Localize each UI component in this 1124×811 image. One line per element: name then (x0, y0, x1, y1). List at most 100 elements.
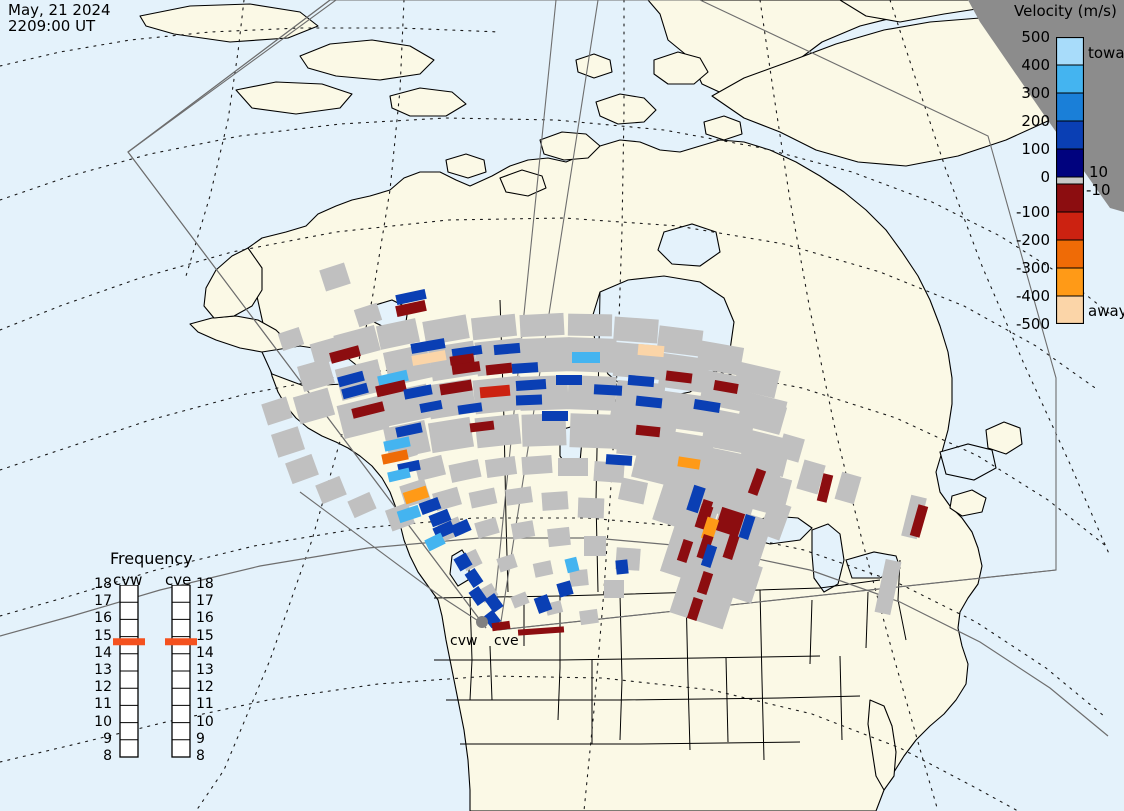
colorbar-tick-neg200: -200 (1015, 231, 1050, 249)
colorbar-tick-100: 100 (1021, 140, 1050, 158)
timestamp-date: May, 21 2024 (8, 1, 111, 19)
gs-cell (375, 318, 421, 350)
colorbar-band (1056, 239, 1084, 269)
gs-cell (353, 302, 383, 328)
frequency-tick-right-8: 8 (196, 748, 205, 764)
frequency-tick-left-17: 17 (94, 593, 112, 610)
frequency-bars (113, 585, 197, 758)
gs-cell (510, 520, 536, 540)
velocity-cell (428, 508, 452, 528)
gs-cell (547, 526, 571, 548)
gs-cell (427, 416, 475, 454)
timestamp-time: 2209:00 UT (8, 17, 96, 35)
state-border-13 (489, 645, 493, 701)
frequency-tick-left-15: 15 (94, 627, 112, 644)
gs-cell (468, 487, 498, 509)
velocity-cell (615, 559, 629, 575)
colorbar-tick-neg500: -500 (1015, 315, 1050, 333)
gs-cell (617, 477, 649, 505)
arctic-island-1 (539, 131, 601, 161)
velocity-cell (395, 300, 427, 317)
velocity-cell (593, 384, 623, 396)
gs-cell (567, 313, 613, 337)
velocity-cell (451, 344, 483, 359)
velocity-cell (747, 468, 767, 496)
velocity-cell (484, 593, 504, 613)
fov-beam-line-3 (299, 491, 487, 627)
velocity-cell (700, 543, 718, 569)
velocity-cell (424, 532, 446, 552)
gs-cell (270, 426, 306, 458)
gs-cell (470, 313, 518, 341)
state-border-7 (446, 695, 861, 701)
state-border-12 (897, 559, 907, 641)
radar-site-label-cve: cve (494, 633, 519, 649)
meridian-4 (185, 0, 245, 277)
nova-scotia (949, 489, 987, 517)
velocity-cell (564, 556, 580, 574)
velocity-cell (556, 580, 574, 598)
velocity-cell (635, 424, 661, 438)
velocity-cell (556, 375, 582, 385)
gs-cell (613, 316, 659, 344)
velocity-cell (469, 420, 495, 433)
gs-cell (292, 387, 336, 425)
frequency-tick-right-16: 16 (196, 610, 214, 627)
timestamp-block: May, 21 2024 2209:00 UT (8, 2, 111, 34)
velocity-cell (479, 384, 511, 399)
frequency-tick-right-9: 9 (196, 730, 205, 747)
arctic-island-8 (299, 39, 435, 81)
velocity-cell (329, 345, 361, 364)
gs-cell (496, 553, 518, 573)
ground-scatter-group (261, 262, 927, 630)
velocity-cell (686, 596, 704, 622)
gs-cell (422, 314, 470, 346)
velocity-cell (468, 586, 488, 606)
frequency-tick-right-11: 11 (196, 696, 214, 713)
velocity-cell (396, 504, 422, 524)
state-border-4 (685, 591, 691, 751)
colorbar-tick-500: 500 (1021, 28, 1050, 46)
frequency-tick-left-8: 8 (103, 748, 112, 764)
frequency-tick-left-18: 18 (94, 576, 112, 592)
velocity-cell (411, 350, 447, 366)
frequency-tick-left-10: 10 (94, 713, 112, 730)
gs-cell (521, 413, 567, 447)
gs-cell (315, 475, 347, 505)
colorbar-band (1056, 176, 1084, 185)
great-lakes-michigan-huron (811, 523, 845, 593)
gs-cell (584, 536, 606, 556)
gs-cell (874, 558, 902, 616)
velocity-cell (491, 620, 511, 632)
gs-cell (261, 396, 293, 426)
velocity-cell (377, 369, 409, 388)
florida-peninsula (867, 699, 897, 791)
velocity-cell (395, 422, 423, 438)
colorbar-tick-0: 0 (1040, 168, 1050, 186)
newfoundland (985, 421, 1023, 455)
velocity-cell (341, 382, 369, 400)
radar-site-marker (476, 616, 488, 628)
parallel-6 (0, 675, 1019, 811)
frequency-tick-right-18: 18 (196, 576, 214, 592)
velocity-cell (696, 498, 714, 524)
parallel-3 (0, 217, 1099, 391)
colorbar-band (1056, 37, 1084, 66)
colorbar-band (1056, 92, 1084, 122)
gs-cell (413, 454, 447, 482)
velocity-cell (676, 538, 694, 564)
velocity-cell (493, 342, 521, 356)
gs-cell (285, 453, 319, 485)
frequency-tick-right-10: 10 (196, 713, 214, 730)
gs-cell (695, 340, 745, 376)
velocity-cell (419, 399, 443, 414)
gulf-of-st-lawrence (939, 443, 997, 481)
gs-cell (733, 361, 781, 399)
fov-beam-line-1 (491, 0, 557, 629)
frequency-tick-left-12: 12 (94, 679, 112, 696)
frequency-tick-right-15: 15 (196, 627, 214, 644)
colorbar-tick-200: 200 (1021, 112, 1050, 130)
velocity-cell (738, 514, 756, 540)
gs-cell (711, 554, 763, 604)
